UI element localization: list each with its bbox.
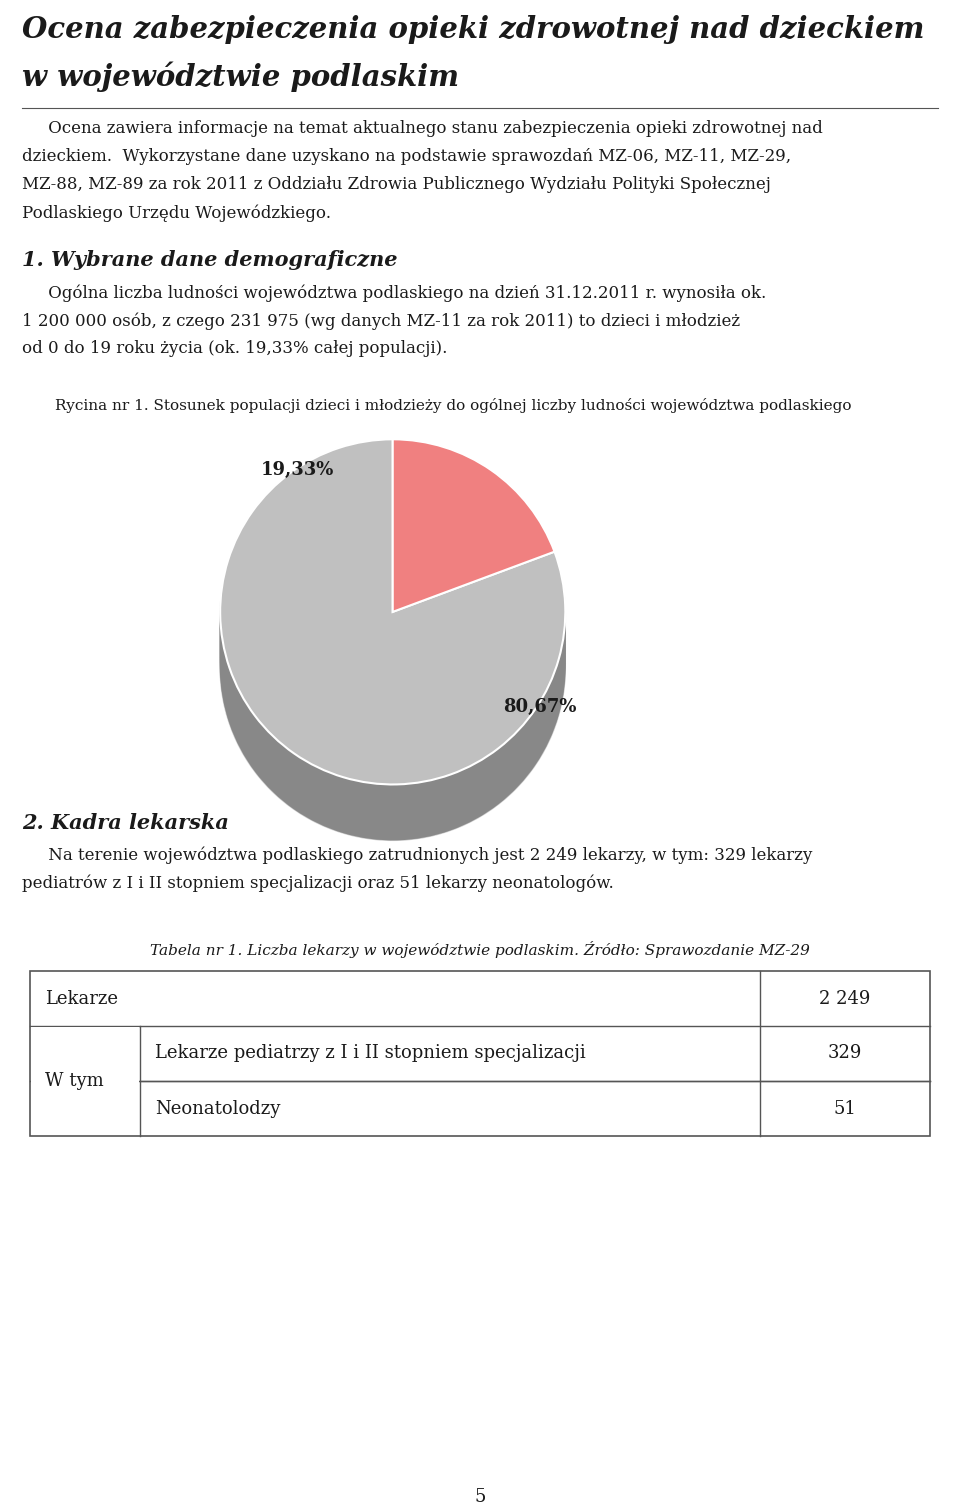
Wedge shape xyxy=(220,487,565,831)
Wedge shape xyxy=(220,476,565,822)
Ellipse shape xyxy=(220,470,565,816)
Wedge shape xyxy=(393,443,555,615)
Text: Rycina nr 1. Stosunek populacji dzieci i młodzieży do ogólnej liczby ludności wo: Rycina nr 1. Stosunek populacji dzieci i… xyxy=(55,397,852,413)
Text: Lekarze pediatrzy z I i II stopniem specjalizacji: Lekarze pediatrzy z I i II stopniem spec… xyxy=(155,1044,586,1062)
Wedge shape xyxy=(220,479,565,825)
Text: 1 200 000 osób, z czego 231 975 (wg danych MZ-11 za rok 2011) to dzieci i młodzi: 1 200 000 osób, z czego 231 975 (wg dany… xyxy=(22,311,740,329)
Text: Ocena zawiera informacje na temat aktualnego stanu zabezpieczenia opieki zdrowot: Ocena zawiera informacje na temat aktual… xyxy=(22,119,823,138)
Ellipse shape xyxy=(220,449,565,793)
Ellipse shape xyxy=(220,452,565,796)
Wedge shape xyxy=(393,496,555,668)
Wedge shape xyxy=(220,467,565,813)
Wedge shape xyxy=(220,473,565,819)
Wedge shape xyxy=(220,496,565,840)
Wedge shape xyxy=(393,440,555,612)
Bar xyxy=(30,972,930,1136)
Wedge shape xyxy=(393,473,555,647)
Ellipse shape xyxy=(220,496,565,840)
Text: 1. Wybrane dane demograficzne: 1. Wybrane dane demograficzne xyxy=(22,249,397,270)
Text: dzieckiem.  Wykorzystane dane uzyskano na podstawie sprawozdań MZ-06, MZ-11, MZ-: dzieckiem. Wykorzystane dane uzyskano na… xyxy=(22,148,791,165)
Ellipse shape xyxy=(220,458,565,802)
Wedge shape xyxy=(393,490,555,662)
Wedge shape xyxy=(220,440,565,784)
Ellipse shape xyxy=(220,476,565,822)
Text: Neonatolodzy: Neonatolodzy xyxy=(155,1100,280,1118)
Ellipse shape xyxy=(220,464,565,810)
Wedge shape xyxy=(393,476,555,650)
Wedge shape xyxy=(393,461,555,633)
Wedge shape xyxy=(393,493,555,665)
Ellipse shape xyxy=(220,461,565,807)
Text: od 0 do 19 roku życia (ok. 19,33% całej populacji).: od 0 do 19 roku życia (ok. 19,33% całej … xyxy=(22,340,447,357)
Text: 51: 51 xyxy=(833,1100,856,1118)
Ellipse shape xyxy=(220,487,565,831)
Text: 5: 5 xyxy=(474,1488,486,1506)
Wedge shape xyxy=(220,490,565,834)
Ellipse shape xyxy=(220,443,565,787)
Text: Tabela nr 1. Liczba lekarzy w województwie podlaskim. Źródło: Sprawozdanie MZ-29: Tabela nr 1. Liczba lekarzy w województw… xyxy=(150,941,810,958)
Ellipse shape xyxy=(220,490,565,834)
Ellipse shape xyxy=(220,473,565,819)
Wedge shape xyxy=(393,446,555,618)
Text: W tym: W tym xyxy=(45,1071,104,1089)
Text: 80,67%: 80,67% xyxy=(503,698,576,716)
Wedge shape xyxy=(393,449,555,621)
Wedge shape xyxy=(220,449,565,793)
Ellipse shape xyxy=(220,493,565,837)
Text: pediatrów z I i II stopniem specjalizacji oraz 51 lekarzy neonatologów.: pediatrów z I i II stopniem specjalizacj… xyxy=(22,875,613,893)
Wedge shape xyxy=(220,464,565,810)
Wedge shape xyxy=(220,443,565,787)
Wedge shape xyxy=(220,452,565,796)
Text: w województwie podlaskim: w województwie podlaskim xyxy=(22,62,459,92)
Wedge shape xyxy=(393,467,555,639)
Wedge shape xyxy=(393,470,555,644)
Wedge shape xyxy=(220,484,565,828)
Wedge shape xyxy=(393,464,555,636)
Text: Ocena zabezpieczenia opieki zdrowotnej nad dzieckiem: Ocena zabezpieczenia opieki zdrowotnej n… xyxy=(22,15,924,44)
Text: Podlaskiego Urzędu Wojewódzkiego.: Podlaskiego Urzędu Wojewódzkiego. xyxy=(22,204,331,222)
Wedge shape xyxy=(220,458,565,802)
Text: MZ-88, MZ-89 za rok 2011 z Oddziału Zdrowia Publicznego Wydziału Polityki Społec: MZ-88, MZ-89 za rok 2011 z Oddziału Zdro… xyxy=(22,175,771,193)
Bar xyxy=(31,1027,139,1135)
Text: 2. Kadra lekarska: 2. Kadra lekarska xyxy=(22,813,228,833)
Text: Ogólna liczba ludności województwa podlaskiego na dzień 31.12.2011 r. wynosiła o: Ogólna liczba ludności województwa podla… xyxy=(22,284,766,302)
Wedge shape xyxy=(220,461,565,807)
Wedge shape xyxy=(220,446,565,790)
Wedge shape xyxy=(393,455,555,627)
Ellipse shape xyxy=(220,446,565,790)
Wedge shape xyxy=(393,458,555,630)
Text: Na terenie województwa podlaskiego zatrudnionych jest 2 249 lekarzy, w tym: 329 : Na terenie województwa podlaskiego zatru… xyxy=(22,848,812,864)
Ellipse shape xyxy=(220,484,565,828)
Wedge shape xyxy=(393,487,555,659)
Ellipse shape xyxy=(220,479,565,825)
Text: 19,33%: 19,33% xyxy=(261,461,334,479)
Wedge shape xyxy=(393,484,555,656)
Wedge shape xyxy=(220,455,565,799)
Text: 2 249: 2 249 xyxy=(819,990,871,1008)
Ellipse shape xyxy=(220,455,565,799)
Wedge shape xyxy=(220,470,565,816)
Text: Lekarze: Lekarze xyxy=(45,990,118,1008)
Wedge shape xyxy=(393,479,555,653)
Wedge shape xyxy=(393,452,555,624)
Ellipse shape xyxy=(220,467,565,813)
Wedge shape xyxy=(220,493,565,837)
Text: 329: 329 xyxy=(828,1044,862,1062)
